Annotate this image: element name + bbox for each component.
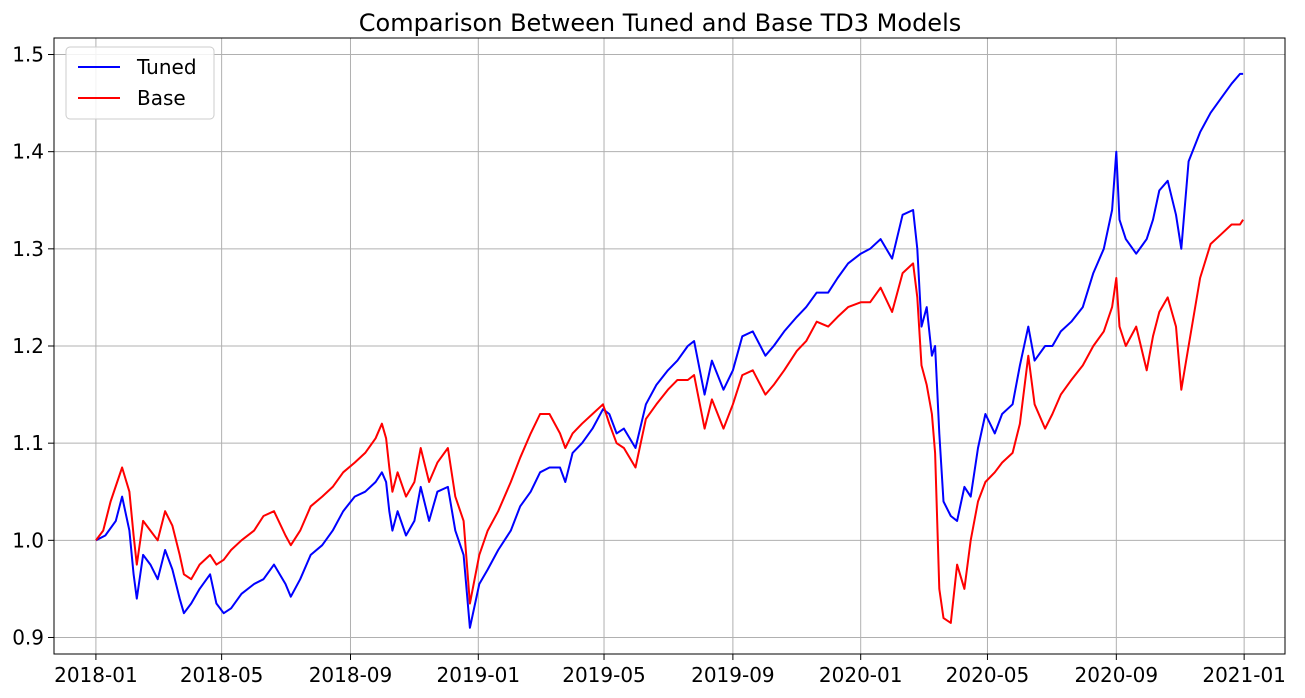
- legend-box: [65, 46, 215, 120]
- x-tick-label: 2020-09: [1075, 663, 1159, 687]
- x-tick-label: 2018-05: [180, 663, 264, 687]
- chart-title: Comparison Between Tuned and Base TD3 Mo…: [359, 9, 961, 37]
- y-axis: 0.9 1.0 1.1 1.2 1.3 1.4 1.5: [12, 43, 54, 649]
- series-line-tuned: [95, 72, 1244, 629]
- x-tick-label: 2020-01: [819, 663, 903, 687]
- y-tick-label: 1.0: [12, 528, 44, 552]
- x-tick-label: 2019-05: [562, 663, 646, 687]
- x-axis: 2018-01 2018-05 2018-09 2019-01 2019-05 2019-…: [54, 654, 1286, 687]
- y-tick-label: 0.9: [12, 625, 44, 649]
- x-tick-label: 2019-09: [691, 663, 775, 687]
- legend-label-tuned: Tuned: [136, 55, 197, 79]
- y-tick-label: 1.1: [12, 431, 44, 455]
- x-tick-label: 2020-05: [946, 663, 1030, 687]
- x-tick-label: 2018-01: [54, 663, 138, 687]
- y-tick-label: 1.5: [12, 43, 44, 67]
- y-tick-label: 1.3: [12, 237, 44, 261]
- legend-label-base: Base: [137, 86, 186, 110]
- x-tick-label: 2018-09: [309, 663, 393, 687]
- series-lines: [95, 72, 1244, 629]
- legend: Tuned Base: [65, 46, 215, 120]
- x-tick-label: 2019-01: [437, 663, 521, 687]
- x-tick-label: 2021-01: [1202, 663, 1286, 687]
- grid-lines: [54, 38, 1285, 654]
- y-tick-label: 1.2: [12, 334, 44, 358]
- y-tick-label: 1.4: [12, 140, 44, 164]
- series-line-base: [95, 219, 1244, 624]
